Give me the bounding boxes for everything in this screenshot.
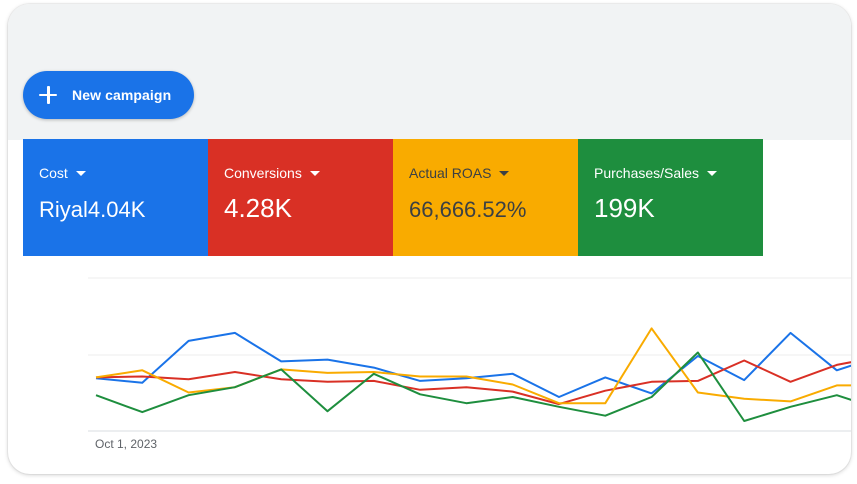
metric-tile-purchases-sales[interactable]: Purchases/Sales 199K <box>578 139 763 256</box>
new-campaign-label: New campaign <box>72 87 172 103</box>
chart-series-line-4 <box>95 351 851 422</box>
chart-series-line-2 <box>95 359 851 406</box>
metric-tile-actual-roas[interactable]: Actual ROAS 66,666.52% <box>393 139 578 256</box>
metric-tile-conversions[interactable]: Conversions 4.28K <box>208 139 393 256</box>
caret-down-icon[interactable] <box>309 170 320 176</box>
new-campaign-button[interactable]: New campaign <box>23 71 194 119</box>
metric-label: Purchases/Sales <box>594 165 700 181</box>
metric-value: Riyal4.04K <box>39 197 146 222</box>
metric-value: 4.28K <box>224 193 292 223</box>
metric-label: Actual ROAS <box>409 165 492 181</box>
caret-down-icon[interactable] <box>75 170 86 176</box>
plus-icon <box>38 85 58 105</box>
metric-tile-cost[interactable]: Cost Riyal4.04K <box>23 139 208 256</box>
x-axis-start-date: Oct 1, 2023 <box>95 437 158 451</box>
metric-value: 66,666.52% <box>409 197 527 222</box>
caret-down-icon[interactable] <box>707 170 718 176</box>
performance-line-chart <box>88 277 851 432</box>
metric-tiles: Cost Riyal4.04K Conversions 4.28K Actual… <box>23 139 763 256</box>
metric-label: Cost <box>39 165 68 181</box>
dashboard-card: New campaign Cost Riyal4.04K Conversions… <box>8 4 851 474</box>
caret-down-icon[interactable] <box>499 170 510 176</box>
chart-series-line-1 <box>95 331 851 398</box>
metric-label: Conversions <box>224 165 302 181</box>
metric-value: 199K <box>594 193 655 223</box>
